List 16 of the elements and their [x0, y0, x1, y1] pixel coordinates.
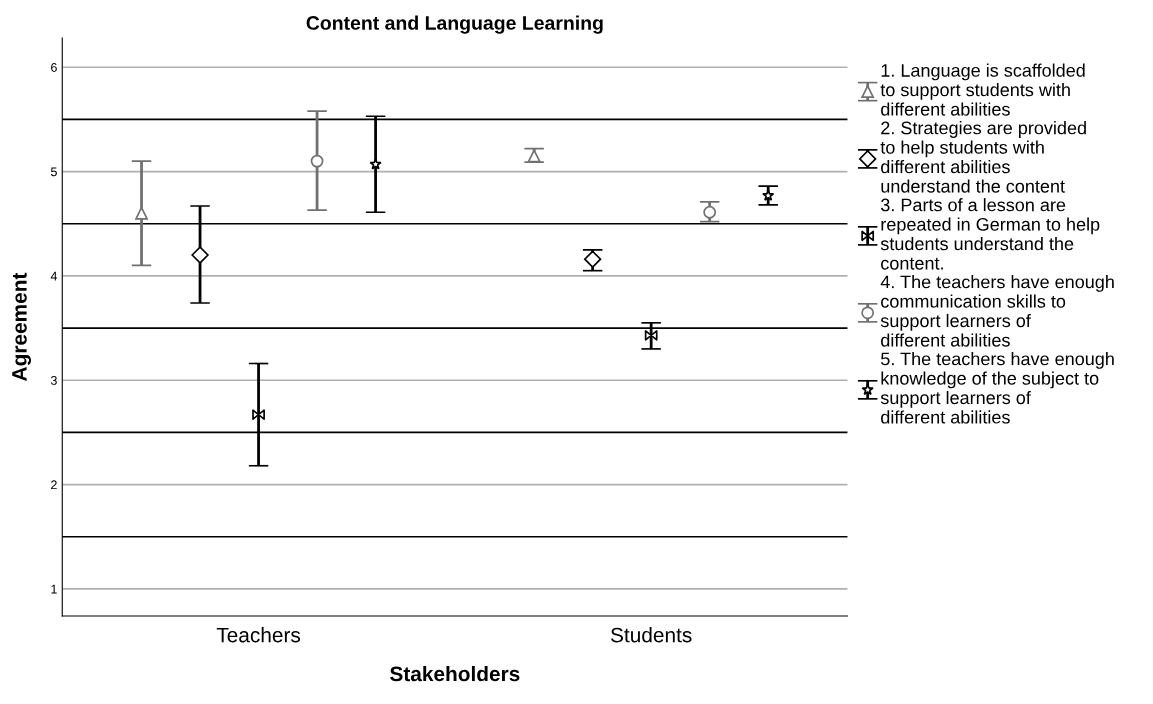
chart-title: Content and Language Learning [306, 15, 603, 34]
legend-label: 5. The teachers have enough knowledge of the subject to support learners of different abilities [880, 352, 1114, 424]
y-tick-label: 1 [51, 584, 57, 594]
x-tick-label: Teachers [216, 627, 301, 643]
x-axis-title: Stakeholders [390, 665, 520, 682]
y-tick-label: 2 [51, 480, 57, 490]
x-tick-label: Students [610, 627, 692, 643]
y-axis-title: Agreement [12, 272, 32, 381]
legend-label: 2. Strategies are provided to help students with different abilities understand the content [880, 121, 1086, 193]
legend-label: 4. The teachers have enough communication skills to support learners of different abilities [880, 275, 1114, 347]
y-tick-label: 3 [50, 376, 57, 385]
y-tick-label: 6 [51, 63, 57, 72]
legend-label: 1. Language is scaffolded to support students with different abilities [880, 63, 1085, 116]
y-tick-label: 5 [50, 167, 57, 177]
y-tick-label: 4 [50, 271, 58, 281]
legend-label: 3. Parts of a lesson are repeated in German to help students understand the content. [880, 198, 1100, 270]
